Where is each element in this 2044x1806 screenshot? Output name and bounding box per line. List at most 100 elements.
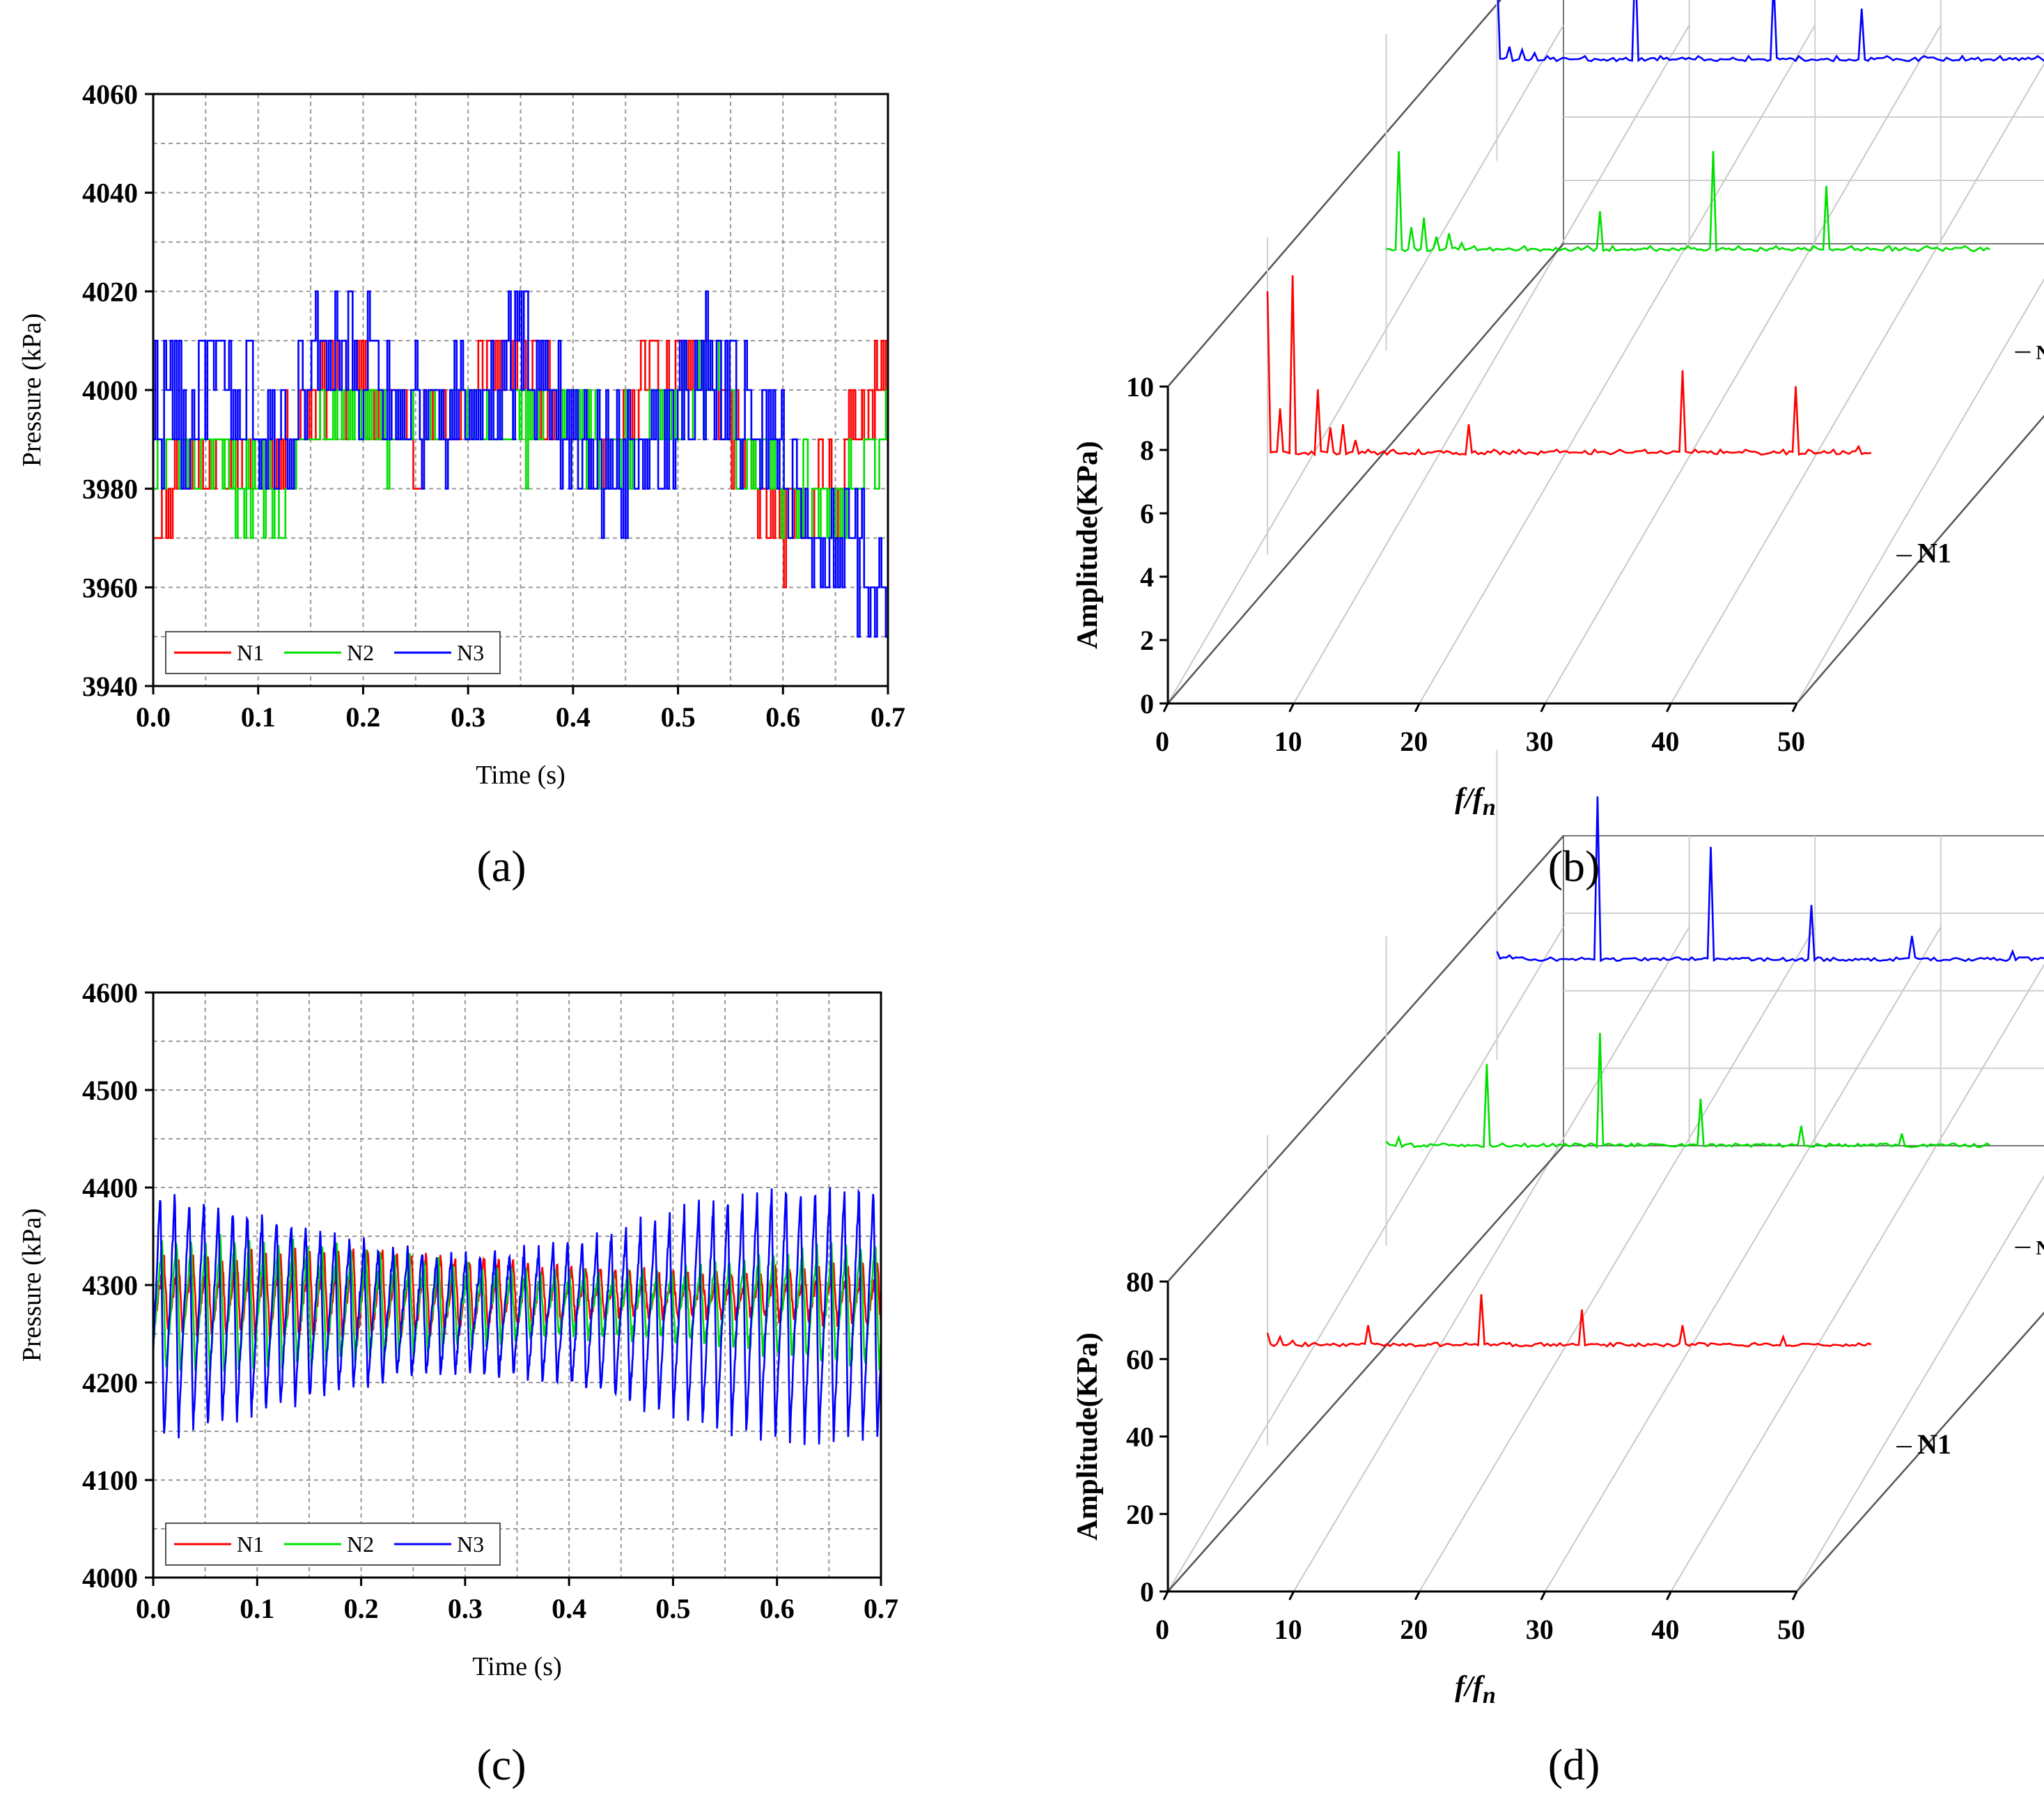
x-tick-mark <box>1540 1591 1547 1601</box>
y-axis-label: Pressure (kPa) <box>17 1208 47 1362</box>
y-tick-label: 4300 <box>82 1270 138 1301</box>
x-tick-label: 0.6 <box>760 1593 795 1624</box>
series-label-n1: N1 <box>1917 538 1951 569</box>
floor-grid-line <box>1167 926 1564 1592</box>
series-line-n2 <box>1385 1032 1990 1149</box>
floor-edge-right <box>1796 1311 2044 1592</box>
x-tick-label: 0.0 <box>136 1593 171 1624</box>
y-tick-label: 4600 <box>82 977 138 1009</box>
y-axis-label: Amplitude(KPa) <box>1072 1332 1104 1541</box>
y-tick-label: 0 <box>1140 1576 1154 1608</box>
x-tick-label: 0.0 <box>136 701 171 733</box>
x-tick-mark <box>1666 703 1672 713</box>
x-axis-label: f/fn <box>1455 783 1496 820</box>
floor-grid-line <box>1419 24 1816 704</box>
floor-grid-line <box>1419 926 1816 1592</box>
legend-label-n2: N2 <box>347 1532 374 1557</box>
x-tick-label: 0.7 <box>864 1593 898 1624</box>
x-tick-mark <box>1288 703 1295 713</box>
series-label-n2: N2 <box>2036 1238 2044 1259</box>
y-tick-label: 0 <box>1140 688 1154 719</box>
x-tick-mark <box>1162 1591 1169 1601</box>
y-tick-label: 4500 <box>82 1075 138 1106</box>
y-tick-label: 4200 <box>82 1367 138 1399</box>
x-tick-mark <box>1288 1591 1295 1601</box>
y-tick-label: 4040 <box>82 178 138 209</box>
y-tick-label: 2 <box>1140 625 1154 656</box>
panel-c-time-series: 0.0 0.1 0.2 0.3 0.4 0.5 0.6 0.7 4000 4100 4200 4300… <box>17 977 898 1681</box>
floor-grid-line <box>1293 926 1690 1592</box>
x-tick-mark <box>1666 1591 1672 1601</box>
legend-label-n1: N1 <box>237 640 264 665</box>
x-tick-label: 40 <box>1651 1614 1679 1645</box>
floor-grid-line <box>1796 278 2044 704</box>
series-line-n2 <box>1386 150 1990 253</box>
y-tick-label: 8 <box>1140 435 1154 466</box>
legend-label-n2: N2 <box>347 640 374 665</box>
panel-a-time-series: 0.0 0.1 0.2 0.3 0.4 0.5 0.6 0.7 3940 3960 3980 4000… <box>17 79 905 790</box>
floor-grid-line <box>1796 1174 2044 1592</box>
x-tick-label: 0.5 <box>655 1593 690 1624</box>
panel-label-a: (a) <box>476 841 526 891</box>
series-label-n2: N2 <box>2036 343 2044 364</box>
series-line-n3 <box>1496 796 2044 963</box>
y-tick-label: 3940 <box>82 671 138 702</box>
y-tick-label: 4020 <box>82 276 138 307</box>
x-tick-label: 20 <box>1400 726 1428 757</box>
y-tick-label: 6 <box>1140 498 1154 529</box>
x-tick-label: 0.1 <box>240 1593 274 1624</box>
x-tick-mark <box>1540 703 1547 713</box>
x-tick-label: 10 <box>1274 1614 1302 1645</box>
y-tick-label: 4000 <box>82 375 138 406</box>
x-tick-label: 40 <box>1651 726 1679 757</box>
x-tick-label: 0.4 <box>552 1593 586 1624</box>
x-axis-label: Time (s) <box>472 1652 561 1681</box>
x-tick-mark <box>1791 1591 1798 1601</box>
y-tick-label: 4 <box>1140 561 1154 593</box>
series-line-n3 <box>1497 0 2044 63</box>
floor-grid-line <box>1544 926 1942 1592</box>
floor-edge-left <box>1167 1145 1564 1592</box>
y-tick-label: 20 <box>1126 1499 1154 1530</box>
x-tick-label: 0.1 <box>241 701 276 733</box>
x-tick-label: 0.6 <box>765 701 800 733</box>
panel-d-spectrum-3d: N3N2N101020304050020406080f/fnAmplitude(… <box>1072 749 2044 1708</box>
x-tick-label: 10 <box>1274 726 1302 757</box>
y-tick-label: 80 <box>1126 1266 1154 1298</box>
x-tick-label: 0 <box>1155 726 1169 757</box>
series-line-n1 <box>1266 275 1872 457</box>
floor-edge-left <box>1167 243 1564 704</box>
x-tick-label: 20 <box>1400 1614 1428 1645</box>
y-tick-label: 4060 <box>82 79 138 110</box>
x-tick-label: 30 <box>1526 1614 1554 1645</box>
series-line-n1 <box>1266 1294 1872 1348</box>
y-tick-label: 40 <box>1126 1422 1154 1453</box>
x-axis-label: Time (s) <box>476 761 565 790</box>
x-tick-label: 0 <box>1155 1614 1169 1645</box>
y-axis-label: Amplitude(KPa) <box>1072 441 1104 649</box>
y-tick-label: 60 <box>1126 1344 1154 1375</box>
panel-label-d: (d) <box>1548 1740 1600 1789</box>
legend-label-n3: N3 <box>457 640 484 665</box>
back-wall <box>1563 0 2044 244</box>
x-tick-label: 0.3 <box>448 1593 483 1624</box>
x-tick-label: 0.2 <box>345 701 380 733</box>
panel-b-spectrum-3d: N3N2N1010203040500246810f/fnAmplitude(KP… <box>1072 0 2044 820</box>
y-tick-label: 10 <box>1126 371 1154 403</box>
y-tick-label: 4100 <box>82 1465 138 1496</box>
x-tick-mark <box>1162 703 1169 713</box>
y-tick-label: 4400 <box>82 1172 138 1204</box>
panel-label-b: (b) <box>1548 841 1600 891</box>
x-tick-label: 0.5 <box>661 701 696 733</box>
x-tick-mark <box>1791 703 1798 713</box>
floor-edge-right <box>1796 414 2044 704</box>
legend-label-n3: N3 <box>457 1532 484 1557</box>
x-axis-label: f/fn <box>1455 1671 1496 1708</box>
x-tick-mark <box>1414 1591 1421 1601</box>
top-edge-left <box>1167 835 1564 1282</box>
x-tick-label: 30 <box>1526 726 1554 757</box>
panel-label-c: (c) <box>476 1740 526 1789</box>
floor-grid-line <box>1670 62 2044 704</box>
legend-label-n1: N1 <box>237 1532 264 1557</box>
